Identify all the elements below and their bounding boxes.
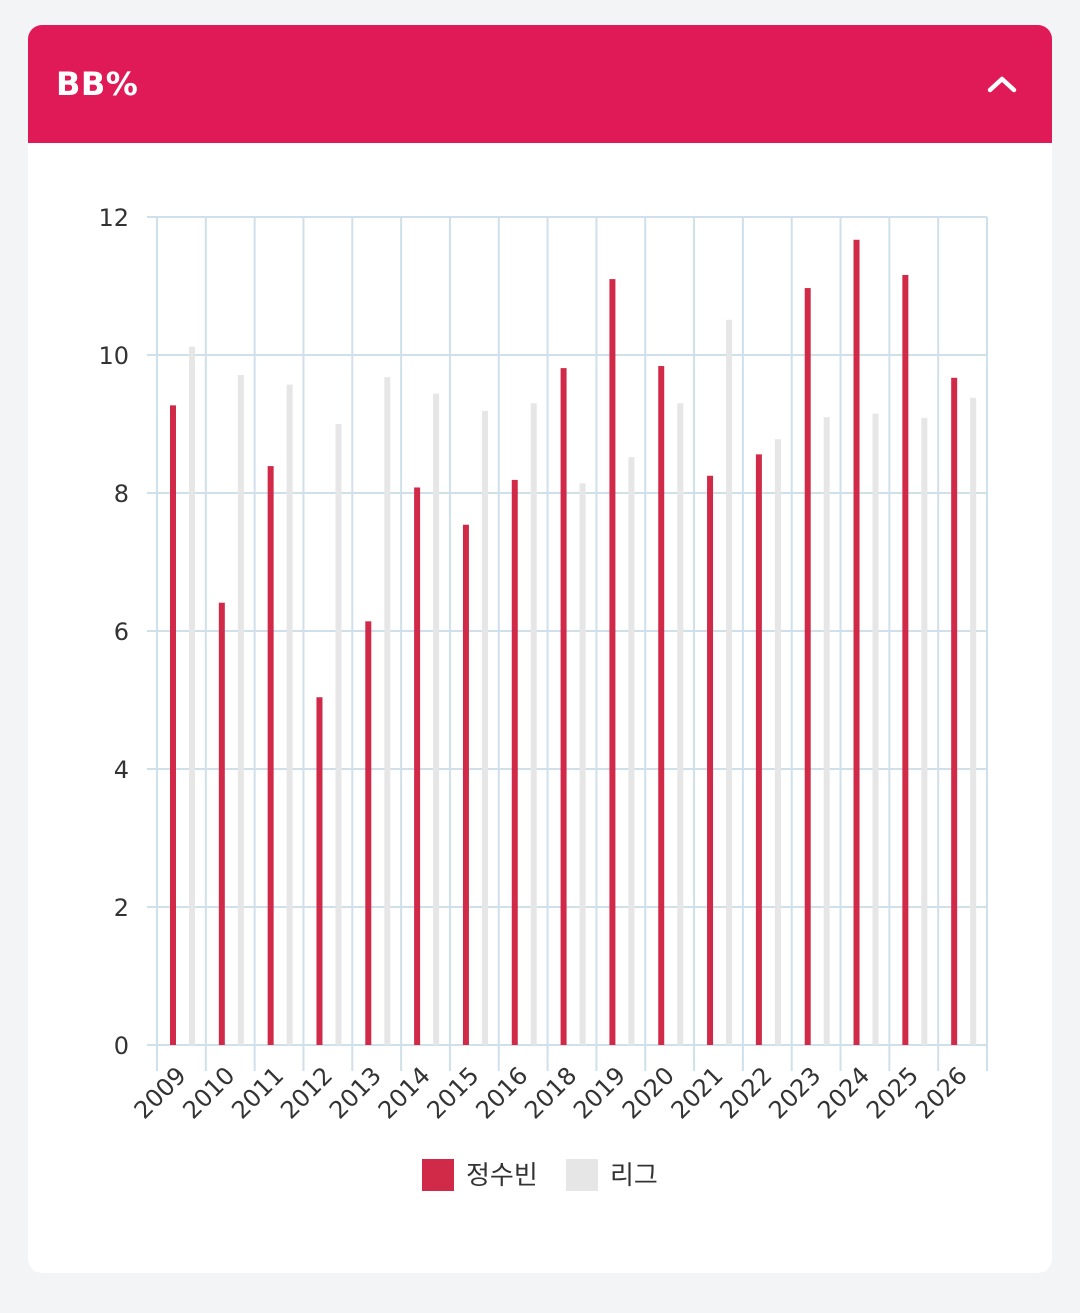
- bar-league: [970, 397, 977, 1045]
- bar-league: [823, 417, 830, 1046]
- bar-player: [902, 274, 909, 1045]
- bar-player: [951, 377, 958, 1045]
- bar-player: [707, 475, 714, 1045]
- bar-league: [384, 377, 391, 1045]
- legend-swatch-league: [566, 1159, 598, 1191]
- bar-chart: 0246810122009201020112012201320142015201…: [98, 204, 988, 1191]
- bar-player: [804, 288, 811, 1045]
- bar-league: [237, 375, 244, 1045]
- x-tick-label: 2022: [715, 1061, 778, 1124]
- bar-league: [921, 417, 928, 1045]
- collapse-button[interactable]: [980, 62, 1024, 106]
- x-tick-label: 2020: [617, 1061, 680, 1124]
- x-tick-label: 2024: [812, 1061, 875, 1124]
- legend-swatch-player: [422, 1159, 454, 1191]
- x-tick-label: 2009: [129, 1061, 192, 1124]
- bar-league: [335, 424, 342, 1045]
- bar-league: [433, 393, 440, 1045]
- bar-player: [316, 697, 323, 1045]
- bar-league: [628, 457, 635, 1045]
- x-tick-label: 2025: [861, 1061, 924, 1124]
- chart-area: 0 2 4 6 8 10 12 2009 2010 2011 2012 2013 2014 2015 201…: [28, 143, 1052, 1273]
- x-tick-label: 2019: [568, 1061, 631, 1124]
- bar-league: [286, 384, 293, 1045]
- bar-player: [853, 239, 860, 1045]
- bar-league: [579, 483, 586, 1046]
- bar-league: [774, 439, 781, 1045]
- y-tick-label: 6: [114, 618, 129, 646]
- bar-player: [609, 279, 616, 1046]
- y-tick-label: 10: [98, 342, 129, 370]
- x-tick-label: 2018: [519, 1061, 582, 1124]
- bar-league: [872, 413, 879, 1045]
- bar-player: [218, 602, 225, 1045]
- legend-label: 리그: [610, 1161, 658, 1191]
- x-tick-label: 2023: [763, 1061, 826, 1124]
- x-tick-label: 2010: [177, 1061, 240, 1124]
- y-tick-label: 2: [114, 894, 129, 922]
- x-tick-label: 2021: [666, 1061, 729, 1124]
- x-tick-label: 2013: [324, 1061, 387, 1124]
- bar-player: [365, 621, 372, 1045]
- bar-league: [677, 403, 684, 1045]
- bar-player: [755, 454, 762, 1045]
- y-tick-label: 4: [114, 756, 129, 784]
- card-header[interactable]: BB%: [28, 25, 1052, 143]
- bar-player: [414, 487, 421, 1046]
- bar-league: [189, 346, 195, 1046]
- bb-percent-card: BB% 0 2 4 6 8 10 12 2009 2010 2011 2012 2013 2014 201…: [28, 25, 1052, 1273]
- x-tick-label: 2011: [226, 1061, 289, 1124]
- bar-player: [170, 405, 176, 1045]
- x-tick-label: 2016: [470, 1061, 533, 1124]
- x-tick-label: 2015: [422, 1061, 485, 1124]
- x-tick-label: 2026: [910, 1061, 973, 1124]
- legend-label: 정수빈: [466, 1161, 538, 1191]
- bar-player: [658, 366, 665, 1045]
- bar-player: [462, 524, 469, 1045]
- bar-league: [481, 410, 488, 1045]
- card-title: BB%: [56, 65, 139, 103]
- x-tick-label: 2012: [275, 1061, 338, 1124]
- bar-player: [267, 466, 274, 1046]
- bar-player: [511, 479, 518, 1045]
- bar-player: [560, 368, 567, 1045]
- chevron-up-icon: [987, 76, 1017, 93]
- bar-league: [726, 319, 733, 1045]
- y-tick-label: 8: [114, 480, 129, 508]
- y-tick-label: 12: [98, 204, 129, 232]
- x-tick-label: 2014: [373, 1061, 436, 1124]
- bar-league: [530, 403, 537, 1045]
- y-tick-label: 0: [114, 1032, 129, 1060]
